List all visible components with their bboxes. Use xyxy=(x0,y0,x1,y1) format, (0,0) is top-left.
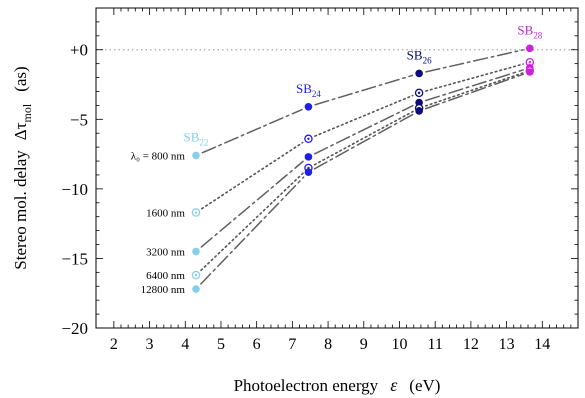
y-tick-label: +0 xyxy=(70,41,88,60)
series-line xyxy=(201,108,303,154)
x-axis-label: Photoelectron energy ε (eV) xyxy=(234,375,441,395)
x-tick-label: 14 xyxy=(534,336,550,353)
point-labels: λ₀ = 800 nm 1600 nm 3200 nm 6400 nm 12800 nm xyxy=(131,150,186,296)
data-point xyxy=(304,153,313,161)
data-point xyxy=(192,285,200,293)
data-point xyxy=(304,102,313,111)
data-point xyxy=(415,107,423,115)
series-line xyxy=(313,104,414,155)
data-point-open-center xyxy=(194,211,198,214)
series-line xyxy=(200,176,305,285)
series-line xyxy=(425,69,524,102)
series-label: 3200 nm xyxy=(146,246,185,258)
sideband-label: SB28 xyxy=(517,22,542,40)
data-point xyxy=(192,151,200,160)
y-tick-label: −20 xyxy=(61,319,88,338)
plot-frame xyxy=(95,7,579,329)
x-tick-label: 5 xyxy=(217,336,225,353)
data-point-open-center xyxy=(194,273,198,277)
y-axis-label: Stereo mol. delayΔτmol(as) xyxy=(11,66,34,269)
data-point xyxy=(526,44,534,53)
series-label: λ₀ = 800 nm xyxy=(131,150,186,162)
x-tick-label: 10 xyxy=(391,336,407,353)
x-tick-label: 8 xyxy=(324,336,332,353)
series-line xyxy=(424,72,524,107)
x-tick-label: 12 xyxy=(463,336,479,353)
series-line xyxy=(200,160,304,248)
data-point xyxy=(415,69,423,78)
x-tick-label: 2 xyxy=(110,336,118,353)
series-label: 1600 nm xyxy=(146,208,185,220)
x-tick-label: 6 xyxy=(253,336,261,353)
sideband-label: SB22 xyxy=(184,129,209,147)
axis-ticks: 2 3 4 5 6 7 8 9 10 11 12 13 14 +0 −5 −10 −15 −20 xyxy=(61,7,578,353)
y-tick-label: −15 xyxy=(61,249,88,268)
series-line xyxy=(314,94,414,137)
y-tick-label: −5 xyxy=(70,110,88,129)
x-tick-label: 4 xyxy=(181,336,189,353)
series-line xyxy=(314,74,414,106)
sideband-label: SB26 xyxy=(407,47,432,65)
data-point xyxy=(192,247,200,256)
data-point-open-center xyxy=(528,61,531,64)
x-tick-label: 7 xyxy=(288,336,296,353)
data-point-open-center xyxy=(417,91,421,95)
series-line xyxy=(200,172,305,272)
x-tick-label: 9 xyxy=(360,336,368,353)
sideband-label: SB24 xyxy=(296,81,321,99)
x-tick-label: 13 xyxy=(499,336,515,353)
series-line xyxy=(313,113,414,170)
series-label: 6400 nm xyxy=(146,270,185,282)
sideband-labels: SB22 SB24 SB26 SB28 xyxy=(184,22,543,147)
x-tick-label: 11 xyxy=(427,336,442,353)
y-tick-label: −10 xyxy=(61,180,88,199)
series-line xyxy=(424,73,524,110)
x-tick-label: 3 xyxy=(146,336,154,353)
data-point-open-center xyxy=(307,137,310,140)
series-label: 12800 nm xyxy=(141,284,186,296)
series-line xyxy=(313,110,414,166)
data-point xyxy=(304,168,313,176)
data-point xyxy=(526,68,534,76)
series-line xyxy=(425,49,524,73)
series-layer xyxy=(191,44,535,293)
series-line xyxy=(201,141,304,210)
